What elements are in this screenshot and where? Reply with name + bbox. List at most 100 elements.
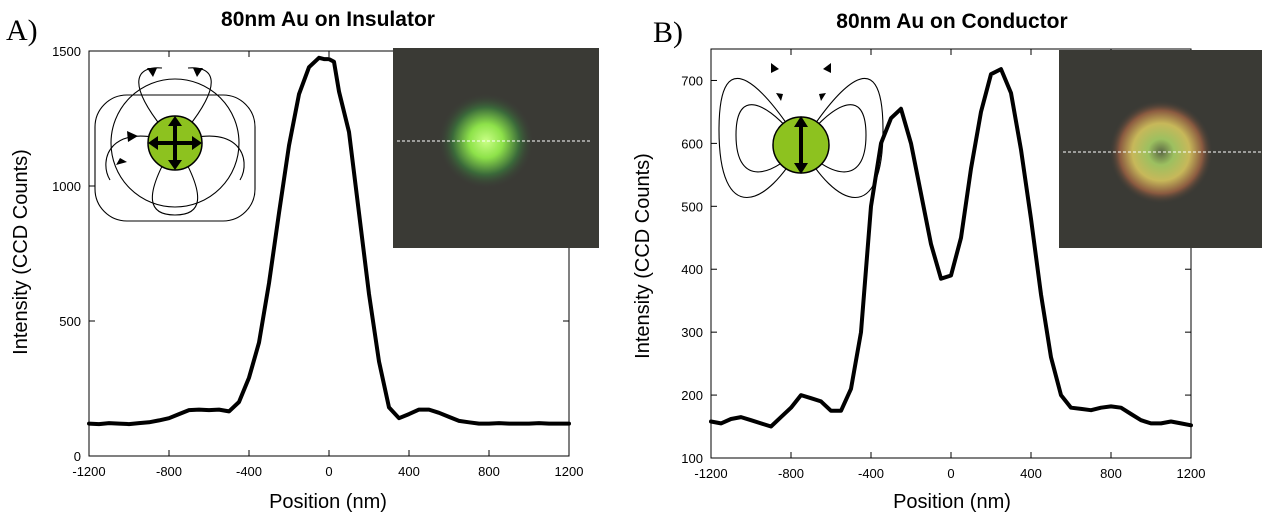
y-tick-label: 0 [74,449,81,464]
data-point [228,410,230,412]
data-point [1100,407,1102,409]
data-point [548,423,550,425]
x-tick-label: 800 [1100,466,1122,481]
y-tick-label: 400 [681,262,703,277]
data-point [1130,413,1132,415]
data-point [188,409,190,411]
y-axis-label: Intensity (CCD Counts) [10,149,32,355]
data-point [358,212,360,214]
data-point [108,422,110,424]
data-point [458,420,460,422]
y-tick-label: 1500 [52,44,81,59]
data-point [428,409,430,411]
data-point [930,243,932,245]
x-tick-label: -1200 [694,466,727,481]
data-point [780,416,782,418]
data-point [318,57,320,59]
x-tick-label: 800 [478,464,500,479]
data-point [498,422,500,424]
data-point [840,410,842,412]
data-point [338,91,340,92]
x-tick-label: 1200 [555,464,584,479]
panel-label: A) [6,14,38,47]
data-point [518,423,520,425]
chart-a: A) 80nm Au on Insulator Position (nm) In… [6,8,599,513]
field-line [718,77,802,198]
data-point [308,66,310,68]
data-point [980,111,982,113]
camera-image-inset [1059,50,1262,248]
y-tick-label: 100 [681,451,703,466]
data-point [178,413,180,415]
x-tick-label: 400 [398,464,420,479]
data-point [238,401,240,403]
chart-b: B) 80nm Au on Conductor Position (nm) In… [632,10,1262,513]
data-point [810,397,812,399]
data-point [348,131,350,133]
data-point [508,423,510,425]
y-tick-label: 600 [681,136,703,151]
data-point [860,331,862,333]
x-axis-label: Position (nm) [893,491,1011,513]
data-point [770,426,772,427]
x-tick-label: 0 [947,466,954,481]
data-point [568,423,570,425]
data-point [98,423,100,425]
data-point [1010,92,1012,94]
data-point [1180,422,1182,424]
data-point [1000,68,1002,70]
data-point [198,409,200,411]
x-tick-label: -800 [156,464,182,479]
data-point [418,409,420,411]
data-point [950,275,952,276]
data-point [1170,421,1172,422]
chart-title: 80nm Au on Insulator [221,8,435,31]
field-line [735,104,802,173]
data-point [448,416,450,418]
x-tick-label: 0 [325,464,332,479]
data-point [1090,409,1092,411]
bright-spot [438,93,534,189]
arrowhead [771,63,831,101]
data-point [388,406,390,408]
data-point [1070,407,1072,409]
y-tick-label: 300 [681,325,703,340]
data-point [710,421,712,422]
x-tick-label: 1200 [1177,466,1206,481]
data-point [750,419,752,421]
data-point [168,417,170,419]
data-point [278,212,280,214]
field-line [94,94,256,222]
x-tick-label: -1200 [72,464,105,479]
data-point [1190,424,1192,426]
x-axis-label: Position (nm) [269,491,387,513]
data-point [328,58,330,60]
data-point [870,205,872,207]
panel-a: A) 80nm Au on Insulator Position (nm) In… [6,8,599,513]
data-point [820,400,822,402]
data-point [850,388,852,390]
camera-image-inset [393,48,599,248]
data-point [730,418,732,420]
dipole-diagram-inset [718,63,884,198]
data-point [208,409,210,411]
data-point [1120,407,1122,409]
tick-labels: -1200 -800 -400 0 400 800 1200 100 200 300 400 500 6… [681,73,1205,481]
data-point [720,422,722,424]
data-point [1150,422,1152,424]
field-line [110,78,240,208]
data-point [890,117,892,119]
data-series [87,55,571,427]
data-point [368,293,370,295]
data-point [528,423,530,425]
data-point [880,142,882,144]
data-point [268,282,270,284]
data-point [790,407,792,409]
tick-labels: -1200 -800 -400 0 400 800 1200 0 500 1000 1500 [52,44,583,479]
y-tick-label: 500 [681,199,703,214]
data-point [378,361,380,362]
data-point [910,142,912,144]
data-point [558,423,560,425]
data-point [1040,293,1042,295]
panel-b: B) 80nm Au on Conductor Position (nm) In… [631,0,1262,516]
